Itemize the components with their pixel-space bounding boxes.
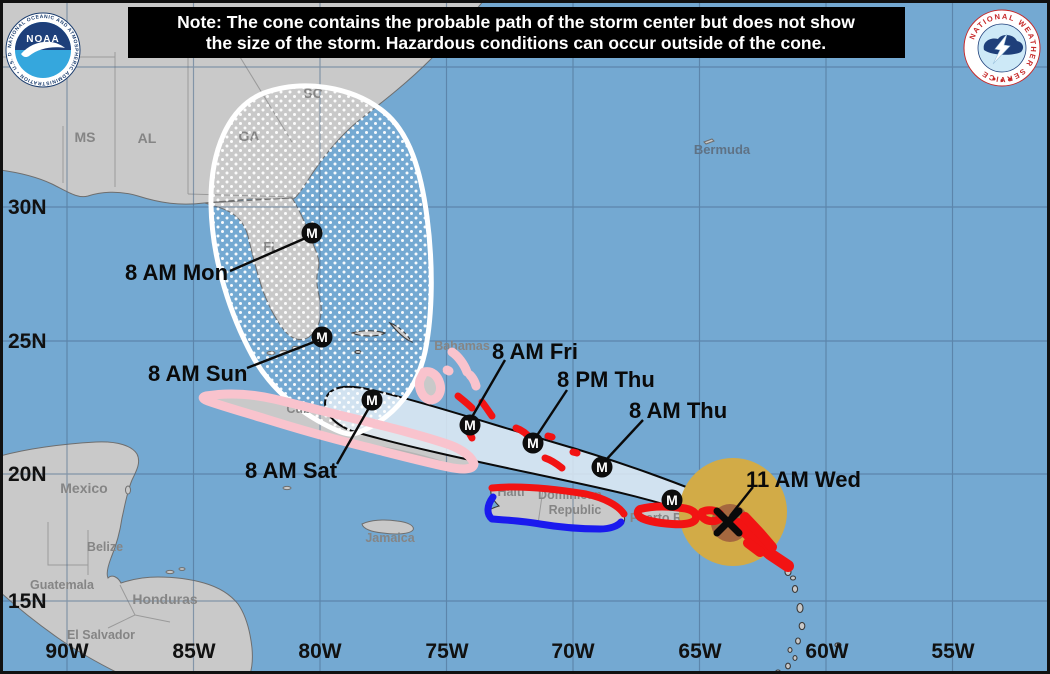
noaa-logo-text: NOAA — [26, 34, 59, 45]
marker-letter: M — [596, 459, 608, 475]
lon-label: 75W — [425, 640, 468, 663]
current-position-x-marker — [713, 507, 743, 537]
time-label-current: 11 AM Wed — [746, 467, 861, 492]
note-line-1: Note: The cone contains the probable pat… — [177, 12, 855, 32]
state-label-al: AL — [138, 130, 157, 146]
time-label: 8 AM Mon — [125, 260, 228, 285]
label-dominican-republic-2: Republic — [549, 503, 602, 517]
label-belize: Belize — [87, 540, 123, 554]
nws-lightning-icon — [992, 33, 1011, 65]
label-el-salvador: El Salvador — [67, 628, 135, 642]
forecast-point-marker: M — [311, 326, 333, 348]
time-label: 8 AM Sat — [245, 458, 338, 483]
marker-letter: M — [666, 492, 678, 508]
lon-label: 85W — [172, 640, 215, 663]
label-mexico: Mexico — [60, 480, 107, 496]
marker-letter: M — [527, 435, 539, 451]
note-box: Note: The cone contains the probable pat… — [128, 7, 905, 58]
jamaica — [361, 519, 414, 535]
nws-logo: NATIONAL WEATHER SERVICE — [963, 9, 1041, 87]
time-label: 8 AM Thu — [629, 398, 727, 423]
label-bermuda: Bermuda — [694, 142, 751, 157]
label-guatemala: Guatemala — [30, 578, 95, 592]
forecast-point-marker: M — [459, 414, 481, 436]
marker-letter: M — [306, 225, 318, 241]
lat-label: 25N — [8, 330, 47, 353]
lat-label: 20N — [8, 463, 47, 486]
pointer-line — [470, 359, 507, 418]
pointer-line — [246, 338, 320, 370]
forecast-cone-outer — [208, 83, 434, 437]
pointer-line — [534, 389, 569, 438]
forecast-point-marker: M — [301, 222, 323, 244]
marker-letter: M — [316, 329, 328, 345]
label-jamaica: Jamaica — [365, 531, 415, 545]
noaa-seagull-icon — [21, 41, 65, 58]
forecast-markers: M M M M M M M — [301, 222, 683, 511]
forecast-point-marker: M — [661, 489, 683, 511]
state-label-ms: MS — [75, 129, 96, 145]
time-label: 8 AM Fri — [492, 339, 578, 364]
lon-label: 65W — [678, 640, 721, 663]
lon-label: 80W — [298, 640, 341, 663]
time-labels: 11 AM Wed 8 AM Thu 8 PM Thu 8 AM Fri 8 A… — [125, 235, 861, 517]
marker-letter: M — [366, 392, 378, 408]
pointer-line — [604, 419, 644, 462]
hurricane-watch-pink — [198, 347, 481, 474]
time-label: 8 AM Sun — [148, 361, 247, 386]
lon-label: 55W — [931, 640, 974, 663]
marker-letter: M — [464, 417, 476, 433]
tropical-storm-warning-blue — [484, 493, 625, 533]
noaa-logo: NATIONAL OCEANIC AND ATMOSPHERIC ADMINIS… — [5, 12, 81, 88]
time-label: 8 PM Thu — [557, 367, 655, 392]
lon-label: 60W — [805, 640, 848, 663]
pointer-line — [335, 405, 372, 465]
lat-label: 30N — [8, 196, 47, 219]
small-islands — [125, 138, 715, 575]
note-line-2: the size of the storm. Hazardous conditi… — [206, 33, 826, 53]
forecast-point-marker: M — [522, 432, 544, 454]
pointer-line — [229, 235, 309, 273]
bermuda-island — [703, 138, 715, 145]
lon-label: 70W — [551, 640, 594, 663]
pointer-line — [729, 486, 754, 517]
lat-label: 15N — [8, 590, 47, 613]
lon-label: 90W — [45, 640, 88, 663]
forecast-point-marker: M — [591, 456, 613, 478]
label-honduras: Honduras — [132, 591, 198, 607]
axis-labels: 30N 25N 20N 15N 90W 85W 80W 75W 70W 65W … — [8, 196, 975, 663]
forecast-point-marker: M — [361, 389, 383, 411]
label-bahamas: Bahamas — [434, 339, 490, 353]
